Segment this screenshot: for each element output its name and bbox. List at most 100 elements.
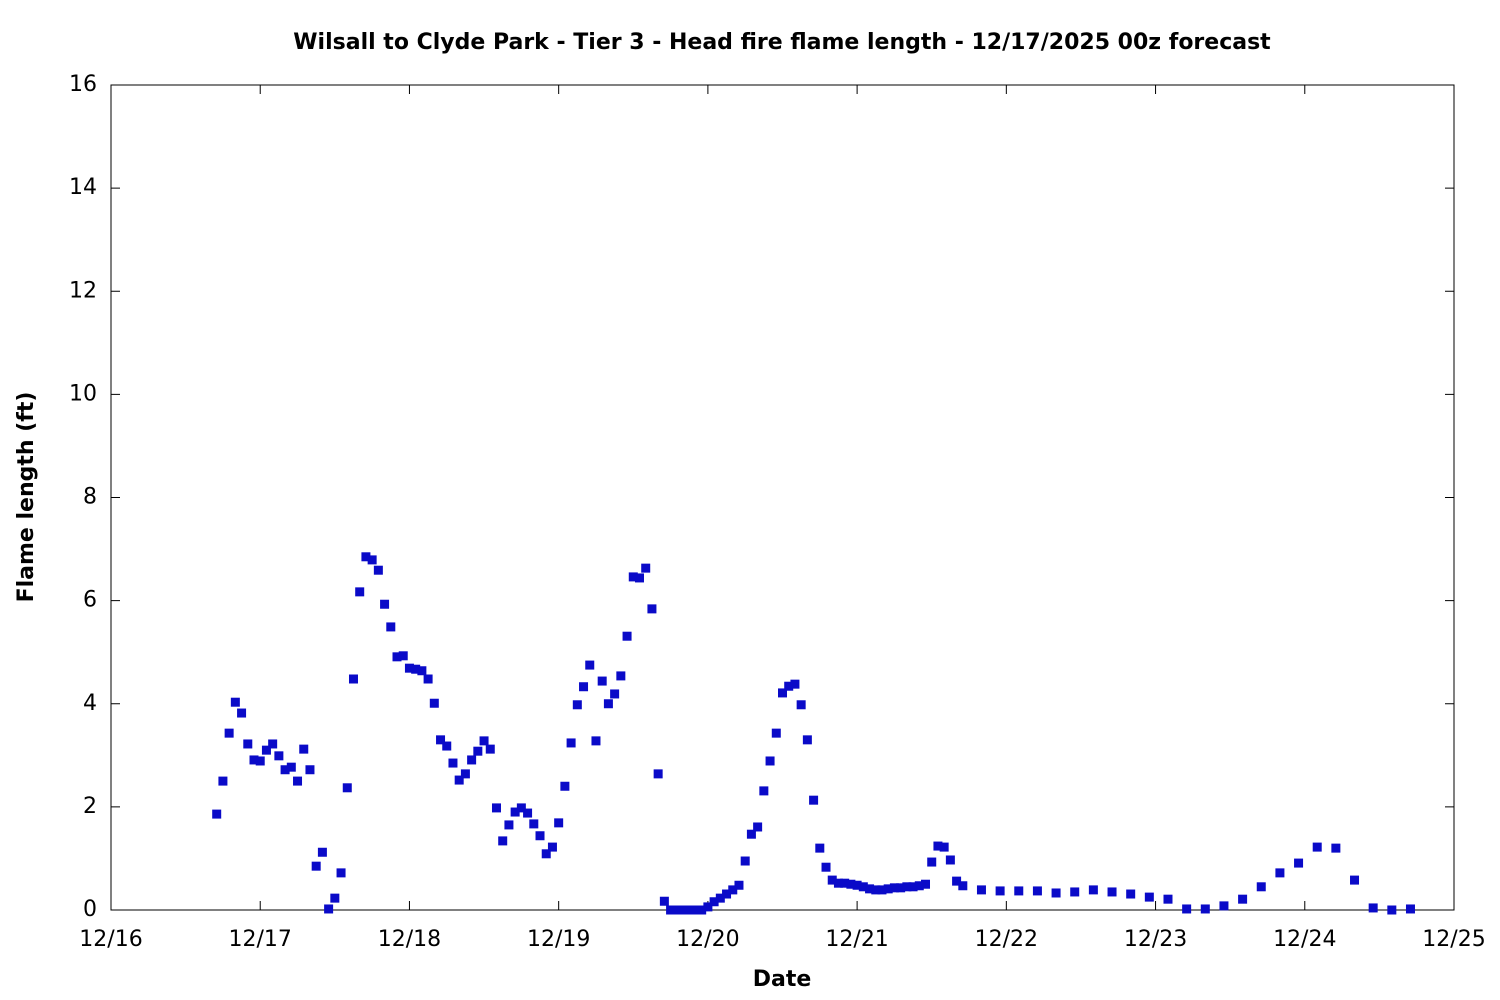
point	[380, 599, 390, 609]
point	[1331, 843, 1341, 853]
point	[1256, 882, 1266, 892]
x-axis-label: Date	[753, 967, 812, 992]
point	[1014, 886, 1024, 896]
chart-title: Wilsall to Clyde Park - Tier 3 - Head fi…	[293, 30, 1271, 55]
point	[554, 818, 564, 828]
point	[603, 699, 613, 709]
point	[597, 676, 607, 686]
point	[678, 905, 688, 915]
point	[1350, 875, 1360, 885]
point	[305, 765, 315, 775]
point	[293, 776, 303, 786]
y-tick-label: 4	[83, 691, 97, 716]
point	[1405, 904, 1415, 914]
point	[336, 868, 346, 878]
point	[846, 879, 856, 889]
point	[491, 803, 501, 813]
point	[653, 769, 663, 779]
point	[616, 671, 626, 681]
point	[921, 879, 931, 889]
point	[871, 885, 881, 895]
point	[311, 861, 321, 871]
point	[442, 741, 452, 751]
x-tick-label: 12/18	[378, 927, 441, 952]
point	[659, 896, 669, 906]
x-tick-label: 12/24	[1273, 927, 1336, 952]
point	[641, 563, 651, 573]
point	[759, 786, 769, 796]
point	[230, 697, 240, 707]
point	[386, 622, 396, 632]
point	[516, 803, 526, 813]
point	[460, 769, 470, 779]
point	[361, 552, 371, 562]
point	[896, 883, 906, 893]
point	[498, 836, 508, 846]
point	[392, 652, 402, 662]
point	[778, 688, 787, 698]
point	[610, 689, 620, 699]
point	[572, 700, 582, 710]
point	[958, 881, 968, 891]
point	[1312, 842, 1322, 852]
point	[510, 807, 520, 817]
point	[666, 905, 676, 915]
point	[908, 882, 918, 892]
point	[858, 882, 868, 892]
point	[889, 883, 899, 893]
point	[286, 762, 296, 772]
point	[585, 660, 595, 670]
point	[299, 744, 309, 754]
y-tick-label: 2	[83, 794, 97, 819]
point	[404, 663, 414, 673]
point	[945, 855, 955, 865]
point	[243, 739, 253, 749]
point	[367, 555, 377, 565]
y-tick-label: 16	[69, 72, 97, 97]
point	[1144, 892, 1154, 902]
point	[547, 842, 557, 852]
point	[865, 884, 875, 894]
point	[728, 885, 738, 895]
point	[268, 739, 278, 749]
point	[914, 881, 924, 891]
point	[1107, 887, 1117, 897]
point	[237, 708, 247, 718]
point	[684, 905, 694, 915]
point	[827, 875, 837, 885]
point	[877, 885, 887, 895]
point	[703, 902, 713, 912]
point	[436, 735, 446, 745]
y-tick-label: 6	[83, 588, 97, 613]
point	[697, 905, 707, 915]
point	[995, 886, 1005, 896]
point	[883, 884, 893, 894]
point	[1182, 904, 1192, 914]
point	[622, 631, 632, 641]
point	[274, 751, 284, 761]
point	[1368, 903, 1378, 913]
point	[976, 885, 986, 895]
point	[417, 666, 427, 676]
x-tick-label: 12/25	[1422, 927, 1485, 952]
point	[324, 904, 334, 914]
point	[939, 842, 949, 852]
point	[1275, 868, 1285, 878]
point	[560, 781, 570, 791]
point	[771, 728, 781, 738]
point	[473, 746, 483, 756]
point	[634, 573, 644, 583]
point	[765, 756, 775, 766]
point	[1219, 901, 1229, 911]
x-tick-label: 12/23	[1124, 927, 1187, 952]
y-tick-label: 8	[83, 485, 97, 510]
point	[833, 878, 843, 888]
point	[821, 862, 831, 872]
point	[261, 745, 271, 755]
point	[348, 674, 358, 684]
y-tick-label: 0	[83, 897, 97, 922]
point	[255, 756, 265, 766]
point	[952, 876, 962, 886]
